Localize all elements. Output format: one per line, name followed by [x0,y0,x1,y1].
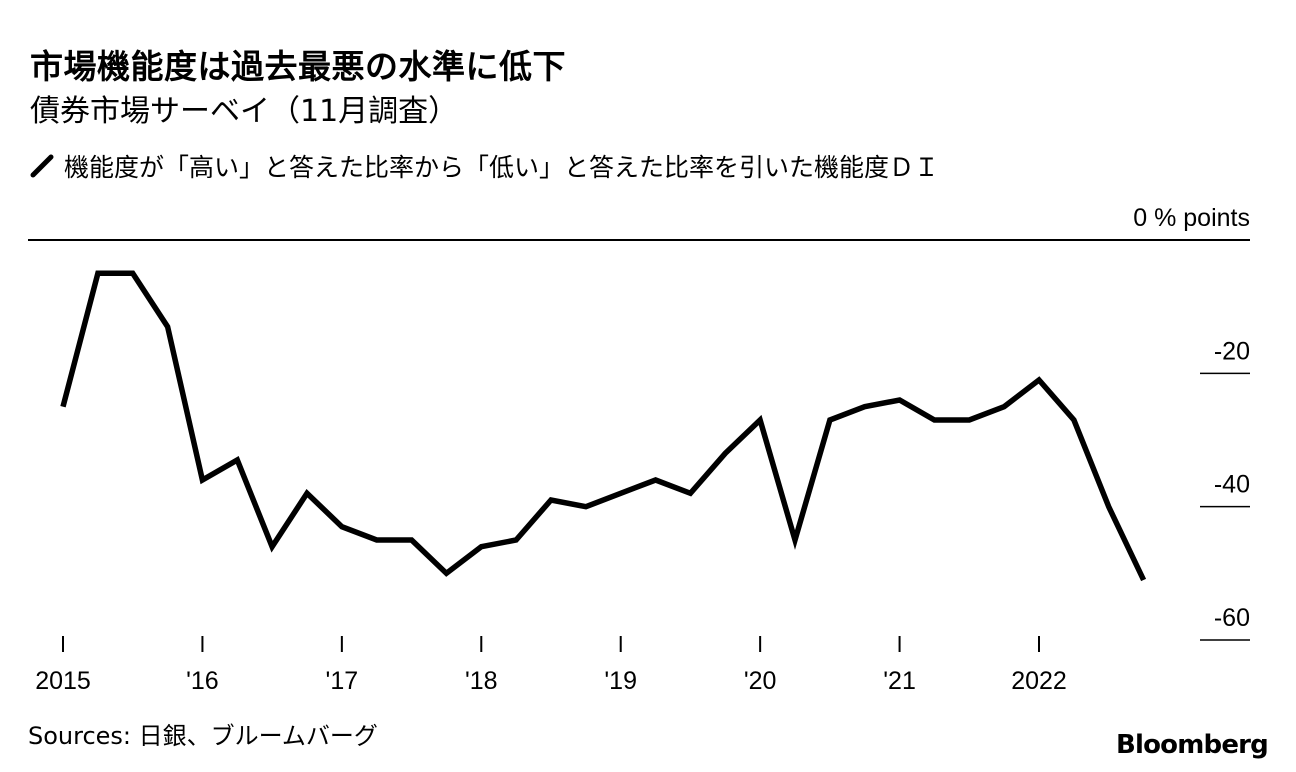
y-tick-label-1: -20 [1214,337,1250,365]
legend-label: 機能度が「高い」と答えた比率から「低い」と答えた比率を引いた機能度ＤＩ [64,153,940,182]
x-tick-label-6: '21 [883,667,916,695]
line-icon [30,154,54,178]
bloomberg-logo: Bloomberg [1115,730,1269,760]
y-tick-label-0: 0 % points [1133,204,1250,232]
y-tick-label-2: -40 [1214,471,1250,499]
x-tick-label-5: '20 [744,667,777,695]
x-tick-label-7: 2022 [1011,667,1067,695]
chart-subtitle: 債券市場サーベイ（11月調査） [30,94,459,129]
x-tick-label-3: '18 [465,667,498,695]
x-tick-label-4: '19 [604,667,637,695]
source-note: Sources: 日銀、ブルームバーグ [28,722,378,750]
x-tick-label-2: '17 [326,667,359,695]
chart-title: 市場機能度は過去最悪の水準に低下 [30,47,566,86]
y-tick-label-3: -60 [1214,604,1250,632]
legend: 機能度が「高い」と答えた比率から「低い」と答えた比率を引いた機能度ＤＩ [30,148,939,184]
series-line-0 [60,270,1147,582]
x-tick-label-1: '16 [186,667,219,695]
x-tick-label-0: 2015 [35,667,91,695]
